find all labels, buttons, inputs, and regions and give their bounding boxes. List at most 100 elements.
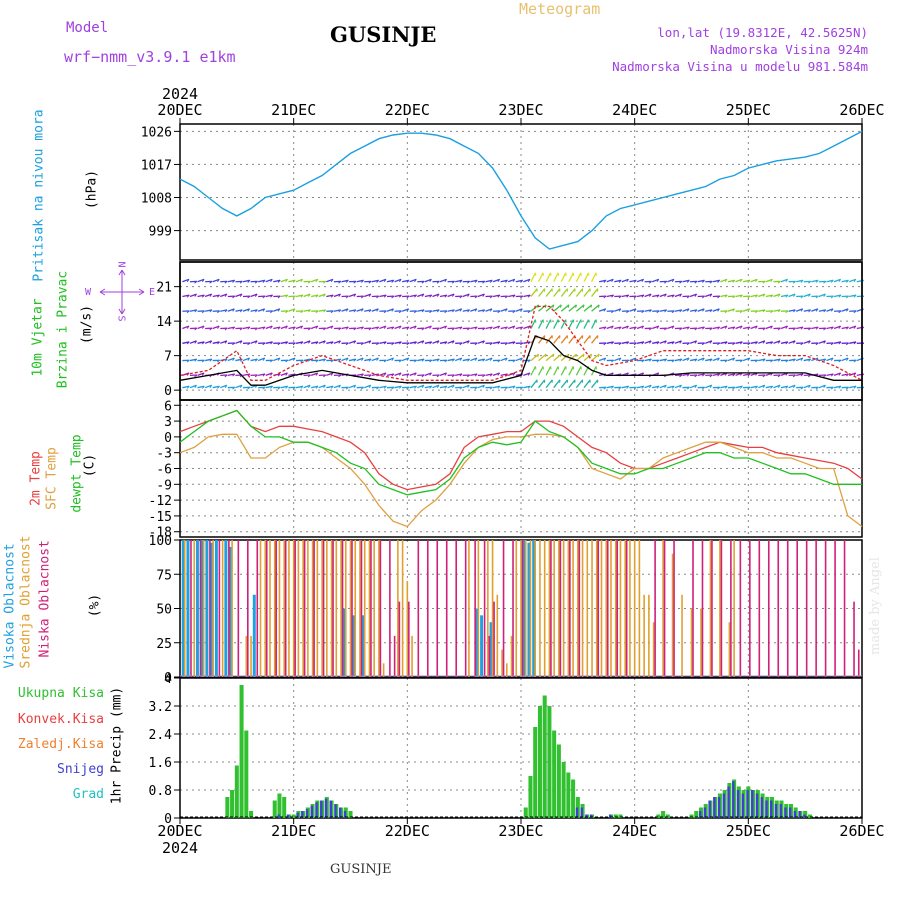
wind-arrowhead [361,373,364,377]
temp-line-0 [179,409,863,491]
wind-arrowhead [315,359,319,363]
wind-arrow [742,279,751,283]
wind-arrowhead [686,357,690,361]
wind-arrowhead [444,294,448,298]
wind-arrowhead [671,359,675,363]
wind-arrowhead [315,372,319,376]
y-tick-label: 999 [149,225,172,240]
wind-arrowhead [808,384,811,389]
wind-arrowhead [285,385,289,389]
time-tick-bottom: 20DEC [157,822,202,840]
wind-arrowhead [406,373,410,377]
wind-arrowhead [254,293,258,297]
wind-arrowhead [724,310,728,314]
wind-arrowhead [649,309,652,313]
wind-arrowhead [544,304,547,308]
precip-total-bar [225,797,230,818]
wind-arrowhead [254,280,258,284]
precip-total-bar [533,727,538,818]
wind-arrowhead [597,353,600,358]
wind-arrowhead [474,308,478,312]
precip-total-bar [523,807,528,818]
wind-arrow [303,340,311,344]
wind-arrow [568,288,576,297]
wind-arrow [598,308,606,312]
wind-arrowhead [838,341,842,345]
y-tick-label: 1008 [141,192,172,207]
wind-arrowhead [641,359,645,363]
wind-arrow [432,384,440,389]
wind-arrow [697,357,705,362]
wind-arrowhead [277,279,281,283]
temp-line-2 [179,409,862,496]
wind-arrowhead [194,384,197,389]
wind-arrow [629,308,637,312]
wind-arrowhead [694,309,698,313]
wind-arrowhead [330,294,334,298]
wind-arrow [379,372,387,376]
wind-arrowhead [853,341,857,345]
wind-arrow [720,341,728,344]
wind-arrow [689,384,697,389]
wind-arrowhead [224,327,228,331]
wind-arrowhead [186,325,190,329]
wind-arrow [735,294,743,298]
wind-arrow [780,385,789,389]
wind-arrowhead [285,341,289,345]
wind-arrowhead [262,342,266,346]
wind-arrowhead [694,374,698,378]
wind-arrowhead [383,294,387,298]
wind-arrow [371,279,379,283]
wind-arrowhead [209,327,213,331]
wind-arrow [462,293,470,298]
precip-total-bar [556,744,561,818]
wind-arrowhead [300,310,304,314]
wind-arrowhead [323,340,326,344]
wind-arrowhead [603,308,607,312]
wind-arrowhead [785,325,788,329]
wind-arrow [462,309,470,312]
wind-arrowhead [815,308,819,312]
wind-arrowhead [520,357,523,361]
wind-arrowhead [679,384,682,389]
wind-arrow [568,319,574,329]
wind-arrowhead [217,325,220,329]
wind-arrowhead [383,385,387,389]
wind-arrow [712,373,720,376]
wind-arrow [553,335,561,344]
wind-arrow [477,358,485,362]
wind-arrow [553,272,559,283]
wind-arrowhead [520,279,524,283]
wind-arrow [575,304,585,312]
wind-arrowhead [747,357,751,361]
wind-arrowhead [315,310,319,314]
wind-arrowhead [512,325,516,329]
wind-arrow [379,341,387,344]
wind-arrowhead [398,279,402,283]
wind-arrowhead [239,280,243,284]
wind-arrowhead [270,310,274,314]
wind-arrow [371,357,379,362]
wind-arrow [227,357,235,362]
wind-arrowhead [641,325,645,329]
wind-arrowhead [633,386,637,390]
wind-arrow [780,341,789,344]
wind-arrowhead [656,385,660,389]
wind-arrowhead [292,342,296,346]
wind-arrow [477,384,485,389]
wind-arrow [220,293,228,298]
wind-arrowhead [679,340,682,344]
precip-snow-bar [320,800,323,818]
wind-arrowhead [846,279,849,283]
wind-arrowhead [444,341,448,345]
wind-arrow [849,294,857,298]
wind-arrow [811,279,819,283]
y-tick-label: 25 [156,637,172,652]
wind-arrowhead [360,295,364,299]
wind-arrowhead [467,340,470,344]
wind-arrowhead [414,359,417,363]
y-tick-label: 3 [164,415,172,430]
wind-arrow [280,278,288,283]
wind-arrowhead [254,309,258,313]
wind-arrowhead [421,374,425,378]
